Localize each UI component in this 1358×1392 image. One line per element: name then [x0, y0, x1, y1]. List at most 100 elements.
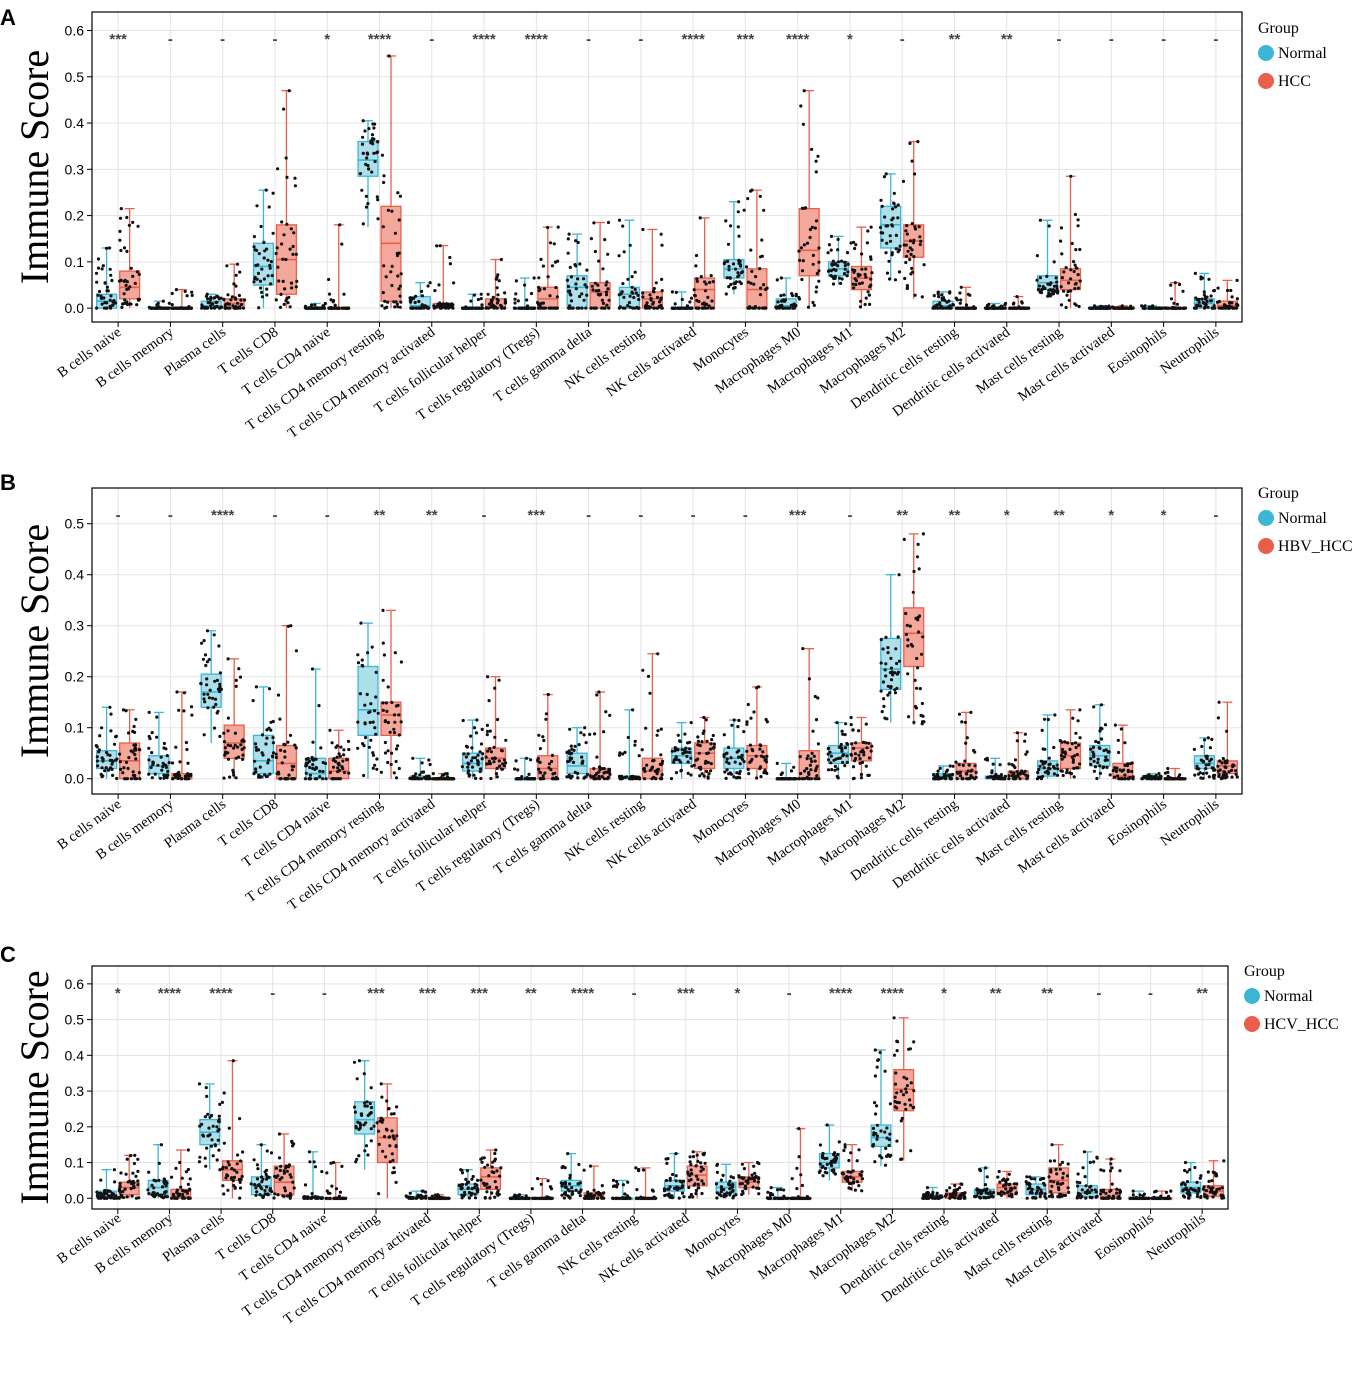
data-point	[814, 718, 819, 722]
data-point	[214, 702, 218, 707]
data-point	[597, 775, 601, 779]
data-point	[686, 305, 690, 309]
data-point	[380, 304, 384, 308]
data-point	[1107, 750, 1111, 754]
data-point	[913, 225, 917, 229]
data-point	[219, 305, 224, 309]
data-point	[1062, 289, 1066, 293]
data-point	[680, 297, 684, 302]
data-point	[843, 264, 847, 268]
data-point	[856, 272, 860, 276]
data-point	[731, 1189, 735, 1193]
data-point	[604, 710, 608, 714]
box-normal	[1035, 218, 1060, 298]
data-point	[921, 720, 925, 724]
significance-label: *	[324, 31, 330, 48]
data-point	[555, 295, 560, 299]
data-point	[382, 264, 386, 268]
data-point	[390, 264, 394, 268]
data-point	[865, 241, 870, 245]
data-point	[839, 742, 843, 747]
data-point	[938, 766, 942, 771]
data-point	[912, 255, 916, 259]
data-point	[853, 246, 857, 251]
data-point	[241, 757, 245, 762]
data-point	[420, 761, 424, 765]
data-point	[276, 265, 280, 269]
data-point	[497, 678, 501, 682]
data-point	[966, 769, 970, 773]
data-point	[588, 732, 592, 737]
data-point	[1222, 303, 1226, 307]
data-point	[335, 306, 339, 310]
data-point	[469, 759, 473, 763]
data-point	[136, 297, 140, 301]
data-point	[1119, 727, 1123, 731]
data-point	[147, 734, 151, 739]
data-point	[874, 1112, 878, 1116]
data-point	[428, 281, 432, 285]
data-point	[954, 760, 958, 764]
data-point	[761, 750, 765, 754]
data-point	[375, 195, 379, 199]
data-point	[568, 265, 572, 269]
box-hcc	[1110, 304, 1135, 310]
data-point	[413, 300, 417, 305]
data-point	[957, 763, 961, 767]
data-point	[1088, 1160, 1092, 1164]
data-point	[98, 734, 102, 738]
data-point	[652, 758, 656, 763]
data-point	[912, 720, 916, 725]
data-point	[738, 762, 742, 766]
data-point	[731, 1183, 735, 1188]
data-point	[989, 1192, 994, 1197]
box-normal	[1192, 736, 1217, 780]
data-point	[1166, 777, 1170, 781]
data-point	[471, 306, 475, 310]
data-point	[1069, 772, 1074, 776]
data-point	[448, 255, 452, 260]
data-point	[606, 252, 610, 256]
data-point	[467, 1190, 471, 1195]
data-point	[811, 729, 815, 733]
data-point	[440, 773, 444, 777]
y-axis-label: Immune Score	[12, 50, 57, 284]
box-hcc	[1007, 295, 1031, 310]
data-point	[882, 175, 887, 179]
data-point	[161, 765, 165, 769]
data-point	[480, 757, 484, 761]
box-normal	[722, 718, 746, 781]
data-point	[1120, 777, 1124, 781]
data-point	[237, 293, 241, 298]
data-point	[286, 777, 290, 781]
data-point	[397, 287, 401, 291]
box-normal	[512, 276, 537, 310]
data-point	[1074, 248, 1078, 252]
data-point	[604, 290, 609, 294]
data-point	[496, 293, 500, 297]
data-point	[885, 717, 889, 721]
data-point	[833, 1160, 837, 1164]
data-point	[831, 259, 835, 263]
data-point	[1076, 1184, 1080, 1188]
data-point	[1200, 744, 1204, 749]
significance-label: -	[586, 507, 591, 524]
data-point	[677, 1196, 681, 1200]
data-point	[109, 712, 113, 716]
data-point	[908, 624, 912, 628]
data-point	[995, 306, 1000, 310]
data-point	[1069, 174, 1073, 178]
data-point	[812, 754, 816, 759]
data-point	[211, 1154, 215, 1158]
data-point	[207, 1126, 211, 1130]
data-point	[726, 259, 730, 263]
data-point	[1041, 747, 1045, 751]
x-tick-label: T cells CD4 naive	[239, 324, 333, 399]
data-point	[915, 656, 919, 661]
data-point	[905, 286, 910, 290]
data-point	[729, 282, 733, 287]
data-point	[1091, 745, 1095, 750]
data-point	[269, 720, 273, 724]
